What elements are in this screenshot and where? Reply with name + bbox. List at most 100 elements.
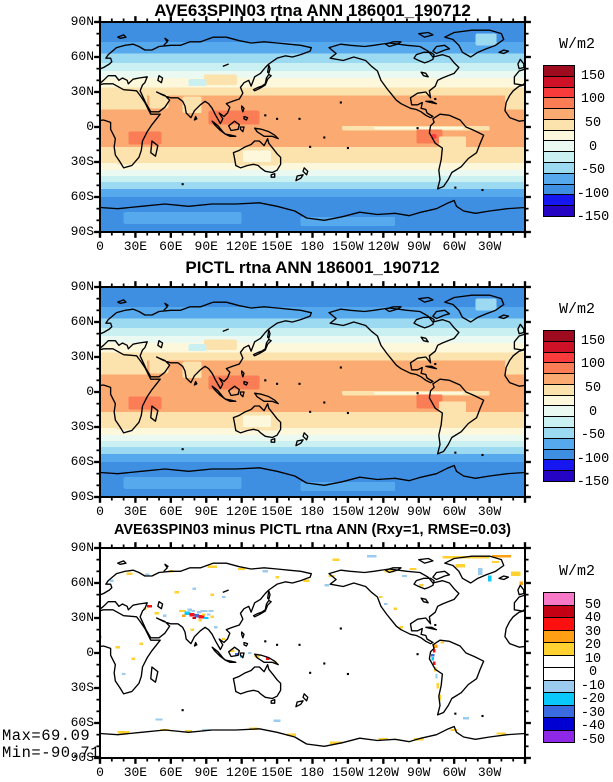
longitude-tick-label: 120E bbox=[226, 239, 258, 254]
longitude-tick-label: 150E bbox=[261, 504, 293, 519]
colorbar-tick-label: -50 bbox=[580, 163, 606, 179]
colorbar-tick-label: 150 bbox=[580, 68, 606, 84]
longitude-tick-label: 120E bbox=[226, 504, 258, 519]
colorbar-tick-label: -100 bbox=[576, 451, 610, 467]
colorbar-tick-label: -40 bbox=[580, 719, 606, 734]
longitude-tick-label: 180 bbox=[300, 765, 325, 780]
colorbar-box bbox=[543, 692, 575, 706]
world-coastline bbox=[100, 294, 525, 487]
latitude-tick-label: 90S bbox=[70, 489, 94, 504]
panel1-units-label: W/m2 bbox=[558, 36, 595, 53]
latitude-tick-label: 90N bbox=[70, 14, 94, 29]
colorbar-tick-label: -30 bbox=[580, 705, 606, 721]
panel1-colorbar bbox=[543, 65, 575, 217]
latitude-tick-label: 90S bbox=[70, 224, 94, 239]
longitude-tick-label: 0 bbox=[96, 239, 104, 254]
latitude-tick-label: 60N bbox=[70, 575, 94, 590]
longitude-tick-label: 180 bbox=[300, 239, 325, 254]
colorbar-box bbox=[543, 642, 575, 656]
latitude-tick-label: 60S bbox=[70, 189, 94, 204]
panel2-title: PICTL rtna ANN 186001_190712 bbox=[185, 258, 440, 277]
colorbar-tick-label: 50 bbox=[584, 380, 602, 396]
panel2-colorbar bbox=[543, 330, 575, 482]
stat-max-label: Max=69.09 bbox=[2, 727, 91, 745]
colorbar-tick-label: 50 bbox=[584, 597, 602, 613]
latitude-band-fill bbox=[100, 22, 525, 232]
latitude-tick-label: 90N bbox=[70, 540, 94, 555]
colorbar-box bbox=[543, 704, 575, 718]
colorbar-tick-label: -100 bbox=[576, 186, 610, 202]
longitude-tick-label: 30E bbox=[123, 765, 148, 780]
colorbar-box bbox=[543, 617, 575, 631]
colorbar-tick-label: 100 bbox=[580, 357, 606, 373]
longitude-tick-label: 120W bbox=[367, 765, 399, 780]
colorbar-tick-label: 150 bbox=[580, 333, 606, 349]
colorbar-tick-label: 0 bbox=[588, 665, 598, 680]
latitude-tick-label: 30N bbox=[70, 349, 94, 364]
latitude-tick-label: 0 bbox=[86, 384, 94, 399]
colorbar-box bbox=[543, 717, 575, 731]
longitude-tick-label: 60E bbox=[159, 239, 183, 254]
colorbar-tick-label: -20 bbox=[580, 692, 606, 707]
panel3-map bbox=[94, 542, 531, 764]
longitude-tick-label: 30E bbox=[123, 504, 148, 519]
panel3-colorbar bbox=[543, 592, 575, 743]
latitude-tick-label: 90N bbox=[70, 279, 94, 294]
colorbar-box bbox=[543, 205, 575, 217]
longitude-tick-label: 150W bbox=[332, 504, 364, 519]
panel1-map bbox=[94, 16, 531, 238]
colorbar-tick-label: -10 bbox=[580, 678, 606, 694]
colorbar-tick-label: -150 bbox=[576, 210, 610, 226]
longitude-tick-label: 60E bbox=[159, 504, 183, 519]
longitude-tick-label: 150W bbox=[332, 765, 364, 780]
longitude-tick-label: 90W bbox=[407, 239, 431, 254]
colorbar-tick-label: 10 bbox=[584, 651, 602, 667]
panel2-map bbox=[94, 281, 531, 503]
latitude-tick-label: 0 bbox=[86, 119, 94, 134]
panel1-title: AVE63SPIN03 rtna ANN 186001_190712 bbox=[154, 1, 471, 20]
longitude-tick-label: 60W bbox=[442, 765, 466, 780]
anomaly-speckle-fill bbox=[100, 548, 525, 758]
latitude-tick-label: 30N bbox=[70, 84, 94, 99]
colorbar-box bbox=[543, 604, 575, 618]
colorbar-tick-label: 40 bbox=[584, 611, 602, 626]
longitude-tick-label: 180 bbox=[300, 504, 325, 519]
latitude-tick-label: 0 bbox=[86, 645, 94, 660]
panel3-units-label: W/m2 bbox=[558, 563, 595, 580]
stat-min-label: Min=-90.71 bbox=[2, 744, 101, 762]
colorbar-tick-label: -150 bbox=[576, 475, 610, 491]
longitude-tick-label: 150E bbox=[261, 239, 293, 254]
latitude-tick-label: 90S bbox=[70, 750, 94, 765]
latitude-tick-label: 60N bbox=[70, 314, 94, 329]
longitude-tick-label: 120E bbox=[226, 765, 258, 780]
colorbar-box bbox=[543, 592, 575, 606]
colorbar-tick-label: 0 bbox=[588, 404, 598, 420]
colorbar-box bbox=[543, 667, 575, 681]
latitude-tick-label: 30S bbox=[70, 680, 94, 695]
colorbar-box bbox=[543, 654, 575, 668]
latitude-tick-label: 60S bbox=[70, 715, 94, 730]
longitude-tick-label: 90W bbox=[407, 765, 431, 780]
colorbar-tick-label: 50 bbox=[584, 115, 602, 131]
longitude-tick-label: 30W bbox=[477, 765, 502, 780]
colorbar-tick-label: 0 bbox=[588, 139, 598, 155]
longitude-tick-label: 30W bbox=[477, 504, 502, 519]
colorbar-box bbox=[543, 470, 575, 482]
latitude-tick-label: 60S bbox=[70, 454, 94, 469]
colorbar-tick-label: -50 bbox=[580, 428, 606, 444]
latitude-tick-label: 30S bbox=[70, 419, 94, 434]
colorbar-box bbox=[543, 629, 575, 643]
longitude-tick-label: 120W bbox=[367, 504, 399, 519]
world-coastline bbox=[100, 555, 525, 748]
longitude-tick-label: 150W bbox=[332, 239, 364, 254]
longitude-tick-label: 30E bbox=[123, 239, 148, 254]
latitude-tick-label: 60N bbox=[70, 49, 94, 64]
longitude-tick-label: 60W bbox=[442, 239, 466, 254]
longitude-tick-label: 90E bbox=[194, 504, 218, 519]
longitude-tick-label: 0 bbox=[96, 765, 104, 780]
longitude-tick-label: 60W bbox=[442, 504, 466, 519]
longitude-tick-label: 150E bbox=[261, 765, 293, 780]
colorbar-box bbox=[543, 729, 575, 743]
longitude-tick-label: 120W bbox=[367, 239, 399, 254]
